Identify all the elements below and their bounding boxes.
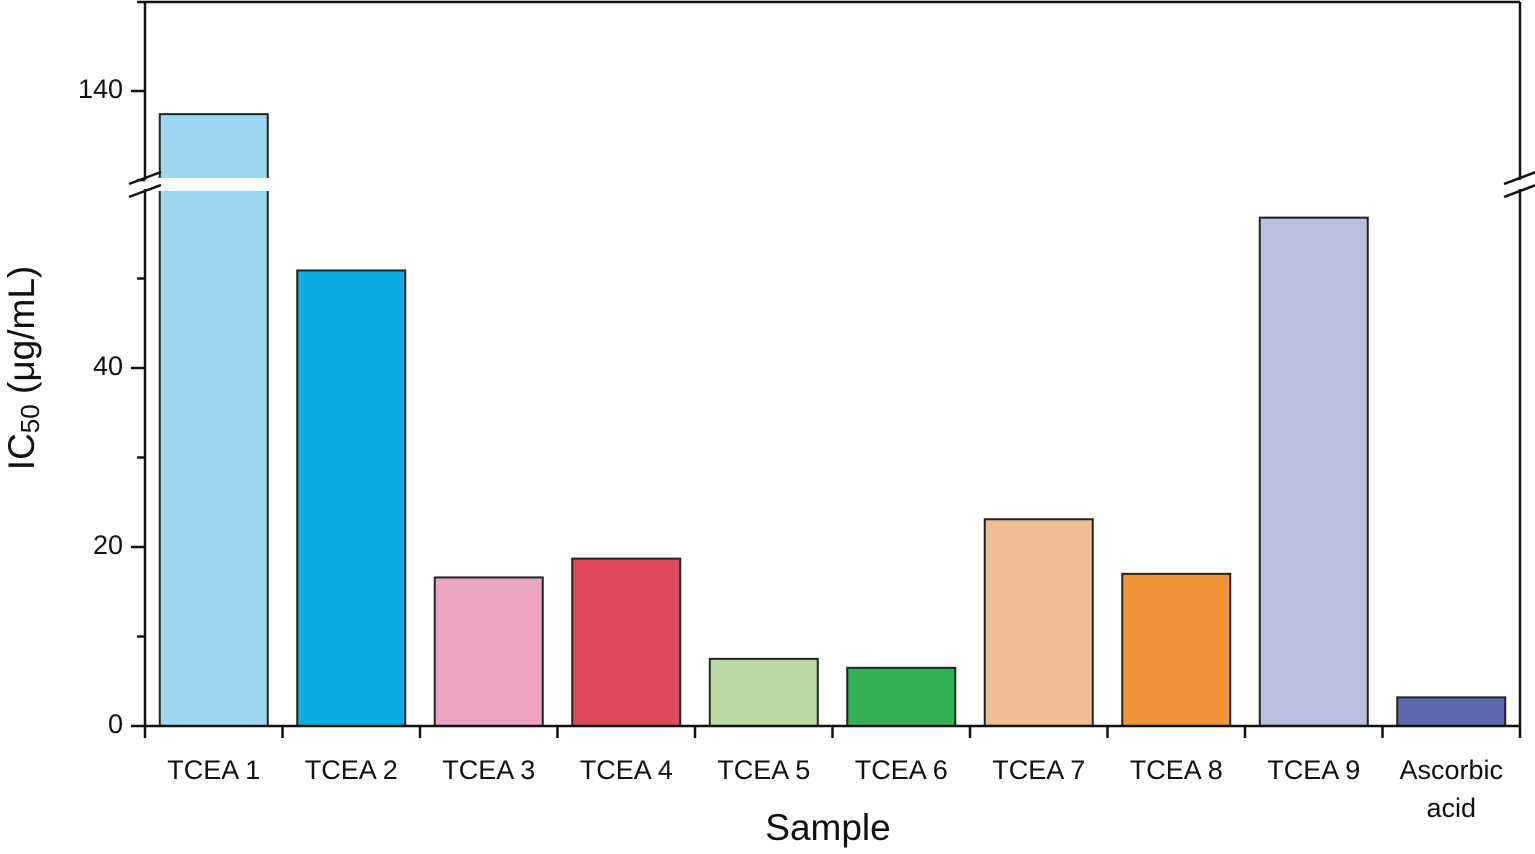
x-tick-label: TCEA 8 — [1130, 755, 1223, 785]
bar — [983, 518, 1094, 727]
y-tick-label: 20 — [93, 530, 123, 560]
y-axis-title: IC50 (μg/mL) — [1, 266, 45, 470]
x-tick-label: TCEA 3 — [442, 755, 535, 785]
x-tick-label: TCEA 2 — [305, 755, 398, 785]
bar — [1258, 216, 1369, 727]
x-tick-label: TCEA 9 — [1267, 755, 1360, 785]
bar — [571, 557, 682, 728]
x-tick-label: TCEA 1 — [167, 755, 260, 785]
bar — [433, 576, 544, 727]
x-tick-label: Ascorbic acid — [1399, 755, 1503, 823]
x-axis-title: Sample — [765, 807, 890, 848]
break-mark — [1503, 184, 1535, 199]
x-tick-label: TCEA 7 — [992, 755, 1085, 785]
bar — [708, 657, 819, 727]
bar — [1396, 696, 1507, 727]
bar — [296, 269, 407, 727]
break-mark — [128, 170, 162, 186]
x-tick-label: TCEA 6 — [855, 755, 948, 785]
x-tick-label: TCEA 5 — [717, 755, 810, 785]
break-mark — [1503, 171, 1535, 186]
bar — [846, 666, 957, 728]
bar — [158, 113, 269, 727]
y-tick-label: 0 — [108, 709, 123, 739]
break-mark — [128, 183, 162, 199]
axis-break-gap — [125, 178, 1535, 191]
y-tick-label: 40 — [93, 351, 123, 381]
y-tick-label: 140 — [78, 74, 123, 104]
bar — [1121, 572, 1232, 727]
x-tick-label: TCEA 4 — [580, 755, 673, 785]
